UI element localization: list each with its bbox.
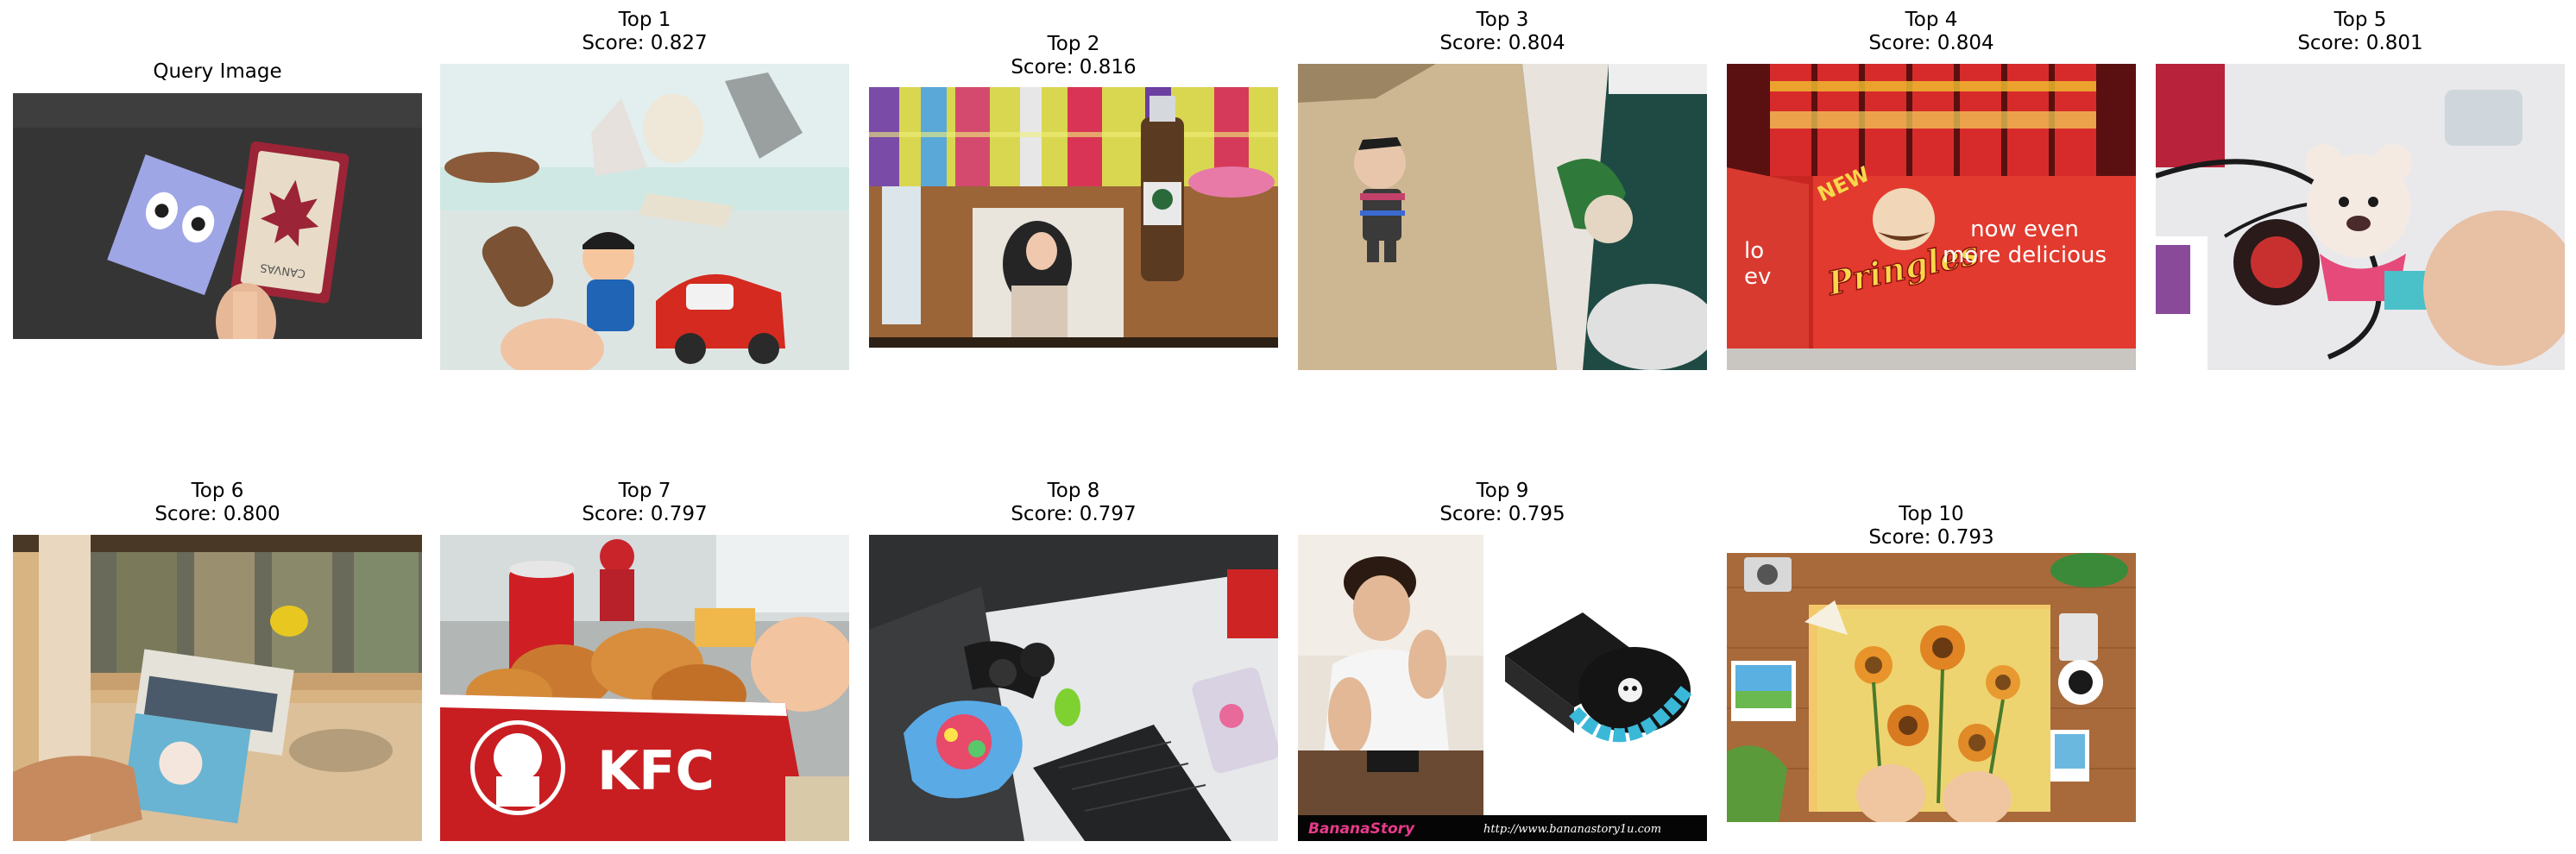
top4-left-1: lo [1744,238,1764,264]
result-rank-8: Top 8 [1047,480,1100,502]
result-score-5: Score: 0.801 [2297,32,2423,54]
result-title-9: Top 9 Score: 0.795 [1298,480,1707,526]
result-score-1: Score: 0.827 [582,32,708,54]
query-title: Query Image [13,60,422,84]
top7-brand-text: KFC [597,739,715,802]
result-image-9[interactable]: BananaStory http://www.bananastory1u.com [1298,535,1707,841]
result-cell-1: Top 1 Score: 0.827 [440,9,849,371]
result-cell-5: Top 5 Score: 0.801 [2156,9,2565,371]
query-card-text: CANVAS [260,261,306,279]
result-cell-2: Top 2 Score: 0.816 [869,33,1278,361]
result-score-7: Score: 0.797 [582,503,708,525]
result-image-2[interactable] [869,87,1278,348]
result-image-7[interactable]: KFC [440,535,849,841]
query-image[interactable]: CANVAS [13,93,422,339]
top4-left-2: ev [1744,264,1771,290]
result-cell-9: Top 9 Score: 0.795 BananaStory http://ww… [1298,480,1707,842]
result-score-8: Score: 0.797 [1011,503,1137,525]
top9-url-text: http://www.bananastory1u.com [1483,823,1661,836]
result-score-9: Score: 0.795 [1439,503,1565,525]
result-score-4: Score: 0.804 [1868,32,1994,54]
result-image-6[interactable] [13,535,422,841]
result-title-1: Top 1 Score: 0.827 [440,9,849,55]
result-cell-3: Top 3 Score: 0.804 [1298,9,1707,371]
result-rank-4: Top 4 [1905,9,1958,31]
result-score-2: Score: 0.816 [1011,56,1137,78]
result-cell-10: Top 10 Score: 0.793 [1727,503,2136,831]
top4-slogan-1: now even [1970,217,2079,242]
result-image-10[interactable] [1727,553,2136,822]
result-cell-4: Top 4 Score: 0.804 Pringles n [1727,9,2136,371]
result-rank-3: Top 3 [1476,9,1529,31]
result-rank-6: Top 6 [191,480,244,502]
result-score-6: Score: 0.800 [154,503,280,525]
result-rank-5: Top 5 [2334,9,2387,31]
result-image-3[interactable] [1298,64,1707,370]
top4-slogan-2: more delicious [1943,242,2107,268]
result-title-8: Top 8 Score: 0.797 [869,480,1278,526]
top9-brand-text: BananaStory [1308,820,1415,838]
query-title-label: Query Image [153,60,282,83]
result-rank-9: Top 9 [1476,480,1529,502]
result-image-8[interactable] [869,535,1278,841]
result-title-3: Top 3 Score: 0.804 [1298,9,1707,55]
result-score-10: Score: 0.793 [1868,526,1994,549]
result-cell-8: Top 8 Score: 0.797 [869,480,1278,842]
result-cell-6: Top 6 Score: 0.800 [13,480,422,842]
result-title-4: Top 4 Score: 0.804 [1727,9,2136,55]
result-rank-1: Top 1 [618,9,671,31]
result-title-2: Top 2 Score: 0.816 [869,33,1278,79]
result-rank-10: Top 10 [1899,503,1964,525]
result-title-10: Top 10 Score: 0.793 [1727,503,2136,549]
result-rank-7: Top 7 [618,480,671,502]
result-score-3: Score: 0.804 [1439,32,1565,54]
result-title-5: Top 5 Score: 0.801 [2156,9,2565,55]
result-image-1[interactable] [440,64,849,370]
result-cell-7: Top 7 Score: 0.797 KFC [440,480,849,842]
result-image-4[interactable]: Pringles now even more delicious NEW lo … [1727,64,2136,370]
result-title-7: Top 7 Score: 0.797 [440,480,849,526]
result-image-5[interactable] [2156,64,2565,370]
result-title-6: Top 6 Score: 0.800 [13,480,422,526]
query-cell: Query Image CANVAS [13,60,422,341]
result-rank-2: Top 2 [1047,33,1100,55]
